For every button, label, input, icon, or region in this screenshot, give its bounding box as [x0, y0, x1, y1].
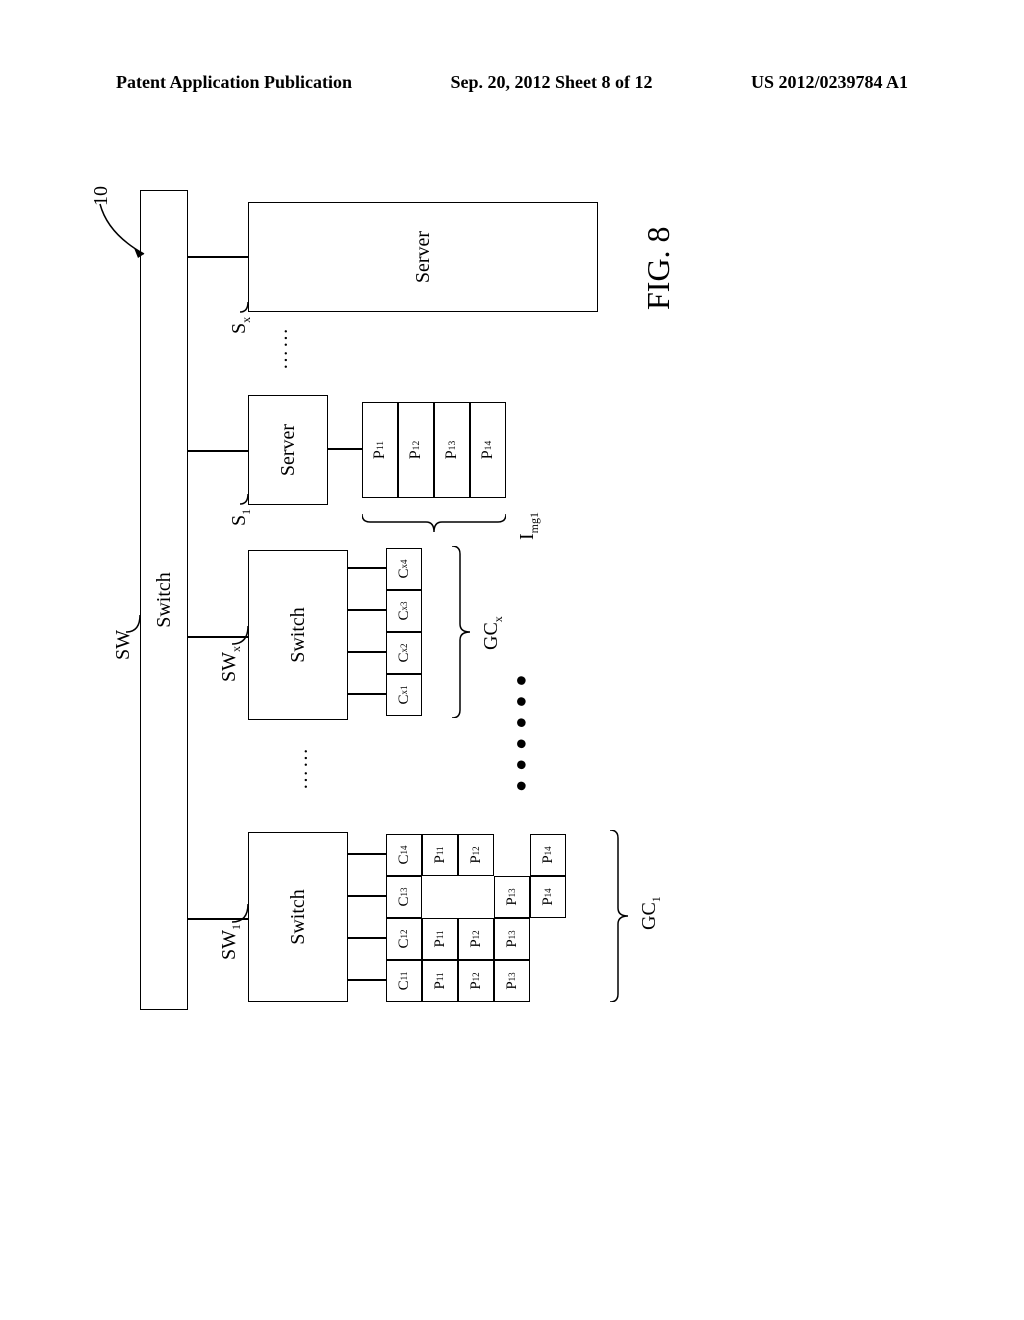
gc1-p-1-0: P11	[422, 918, 458, 960]
conn-main-swx	[188, 637, 248, 639]
header-right: US 2012/0239784 A1	[751, 72, 908, 93]
img1-p-3: P14	[470, 402, 506, 498]
tag-sw-lead	[122, 611, 144, 636]
gc1-p-3-1: P12	[458, 834, 494, 876]
conn-main-s1	[188, 451, 248, 453]
conn-swx-c1	[348, 652, 386, 654]
gc1-p-2-2: P13	[494, 876, 530, 918]
gc1-p-2-3: P14	[530, 876, 566, 918]
conn-s1-img	[328, 449, 362, 451]
switch-x-tag: SWx	[218, 646, 244, 682]
diagram-rotated: SwitchSW10SwitchSwitchSW1SWx……C11P11P12P…	[140, 190, 900, 1010]
switch-ellipsis: ……	[290, 746, 313, 790]
switch-1: Switch	[248, 832, 348, 1002]
gc1-c-0: C11	[386, 960, 422, 1002]
tag-swx-lead	[228, 622, 252, 648]
conn-sw1-c1	[348, 938, 386, 940]
gc1-p-1-2: P13	[494, 918, 530, 960]
conn-sw1-c3	[348, 854, 386, 856]
gc1-p-3-3: P14	[530, 834, 566, 876]
conn-swx-c3	[348, 568, 386, 570]
img1-p-1: P12	[398, 402, 434, 498]
gc1-p-3-0: P11	[422, 834, 458, 876]
server-x: Server	[248, 202, 598, 312]
gcx-c-3: Cx4	[386, 548, 422, 590]
figure-caption: FIG. 8	[640, 226, 677, 310]
conn-swx-c0	[348, 694, 386, 696]
gcx-c-1: Cx2	[386, 632, 422, 674]
gc1-p-0-3	[530, 960, 566, 1002]
gc1-p-0-1: P12	[458, 960, 494, 1002]
img1-label: Img1	[516, 512, 542, 540]
gc1-label: GC1	[638, 896, 664, 930]
gc1-p-1-3	[530, 918, 566, 960]
gcx-c-2: Cx3	[386, 590, 422, 632]
gc1-p-2-0	[422, 876, 458, 918]
header-center: Sep. 20, 2012 Sheet 8 of 12	[451, 72, 653, 93]
gc1-p-2-1	[458, 876, 494, 918]
page-header: Patent Application Publication Sep. 20, …	[116, 72, 908, 93]
ref-10: 10	[90, 186, 113, 206]
tag-sx-lead	[236, 298, 252, 316]
gc1-p-3-2	[494, 834, 530, 876]
img1-p-2: P13	[434, 402, 470, 498]
switch-1-tag: SW1	[218, 924, 244, 960]
server-ellipsis: ……	[270, 326, 293, 370]
gcx-label: GCx	[480, 616, 506, 650]
conn-main-sw1	[188, 919, 248, 921]
server-x-tag: Sx	[228, 317, 254, 334]
diagram: SwitchSW10SwitchSwitchSW1SWx……C11P11P12P…	[140, 190, 900, 1010]
header-left: Patent Application Publication	[116, 72, 352, 93]
gc1-p-0-2: P13	[494, 960, 530, 1002]
gc1-p-0-0: P11	[422, 960, 458, 1002]
switch-x: Switch	[248, 550, 348, 720]
conn-swx-c2	[348, 610, 386, 612]
gc1-c-1: C12	[386, 918, 422, 960]
diagram-wrap: SwitchSW10SwitchSwitchSW1SWx……C11P11P12P…	[140, 190, 900, 1010]
gc1-p-1-1: P12	[458, 918, 494, 960]
img1-p-0: P11	[362, 402, 398, 498]
conn-sw1-c2	[348, 896, 386, 898]
tag-s1-lead	[236, 490, 252, 508]
gcx-brace	[452, 546, 474, 718]
server-1-tag: S1	[228, 509, 254, 526]
conn-sw1-c0	[348, 980, 386, 982]
conn-main-sx	[188, 257, 248, 259]
gc1-c-2: C13	[386, 876, 422, 918]
gc-ellipsis: ● ● ● ● ● ●	[510, 673, 533, 792]
gcx-c-0: Cx1	[386, 674, 422, 716]
gc1-c-3: C14	[386, 834, 422, 876]
img1-brace	[362, 512, 506, 534]
gc1-brace	[610, 830, 632, 1002]
tag-sw1-lead	[228, 900, 252, 926]
server-1: Server	[248, 395, 328, 505]
